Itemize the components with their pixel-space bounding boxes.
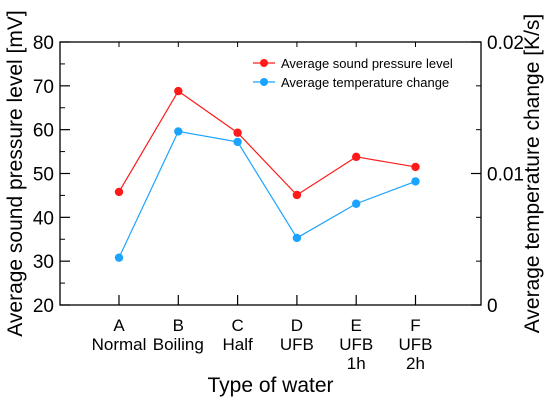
series-line-2 [118, 130, 416, 258]
legend-label-2: Average temperature change [281, 75, 449, 90]
y-left-tick-label: 40 [33, 208, 54, 229]
data-point-series-2 [352, 199, 361, 208]
x-axis-title: Type of water [207, 374, 333, 397]
x-tick-label: E [351, 316, 362, 335]
y-axis-left-title: Average sound pressure level [mV] [4, 10, 27, 336]
legend-marker-2 [260, 78, 268, 86]
series-lines [118, 90, 416, 258]
data-point-series-2 [411, 177, 420, 186]
y-left-tick-label: 70 [33, 77, 54, 98]
data-point-series-1 [233, 128, 242, 137]
y-right-tick-label: 0.01 [487, 165, 524, 186]
data-point-series-2 [174, 127, 183, 136]
y-axis-right-title: Average temperature change [K/s] [521, 14, 544, 333]
x-tick-label: Half [222, 335, 253, 354]
data-point-series-1 [174, 86, 183, 96]
data-point-series-1 [114, 187, 124, 197]
data-point-series-1 [292, 190, 302, 200]
x-tick-label: A [113, 316, 125, 335]
y-right-tick-label: 0 [487, 296, 498, 317]
x-tick-label: B [173, 316, 184, 335]
data-point-series-2 [233, 137, 242, 147]
legend-marker-1 [260, 59, 268, 67]
legend: Average sound pressure level Average temp… [253, 56, 453, 90]
x-tick-label: 1h [347, 354, 366, 373]
y-right-tick-label: 0.02 [487, 33, 524, 54]
series-points [114, 86, 420, 262]
x-tick-label: UFB [339, 335, 373, 354]
x-tick-label: 2h [406, 354, 425, 373]
y-left-tick-label: 50 [33, 165, 54, 186]
y-left-tick-label: 20 [33, 296, 54, 317]
x-tick-label: D [291, 316, 303, 335]
x-tick-label: UFB [399, 335, 433, 354]
data-point-series-1 [352, 152, 361, 162]
data-point-series-1 [411, 162, 420, 172]
x-tick-label: F [410, 316, 420, 335]
y-left-tick-label: 60 [33, 121, 54, 142]
data-point-series-2 [114, 253, 124, 262]
x-tick-label: Normal [92, 335, 147, 354]
data-point-series-2 [292, 233, 302, 243]
x-tick-label: UFB [280, 335, 314, 354]
y-left-tick-label: 80 [33, 33, 54, 54]
x-tick-label: Boiling [153, 335, 204, 354]
series-line-1 [118, 90, 416, 196]
y-left-tick-label: 30 [33, 252, 54, 273]
x-tick-label: C [231, 316, 243, 335]
legend-label-1: Average sound pressure level [281, 56, 453, 71]
